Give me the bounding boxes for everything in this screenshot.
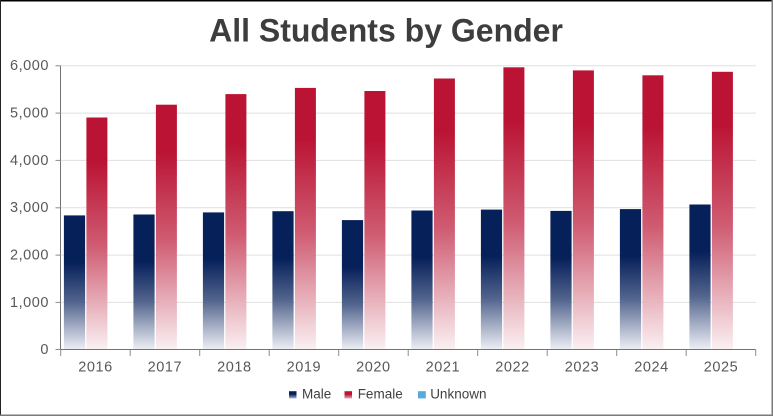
svg-text:2016: 2016 xyxy=(78,360,112,376)
svg-text:2025: 2025 xyxy=(704,360,738,376)
svg-text:4,000: 4,000 xyxy=(10,153,49,169)
svg-text:Female: Female xyxy=(358,386,403,401)
svg-text:2017: 2017 xyxy=(148,360,182,376)
svg-text:2020: 2020 xyxy=(356,360,390,376)
svg-text:2023: 2023 xyxy=(565,360,599,376)
svg-text:2019: 2019 xyxy=(287,360,321,376)
svg-text:2018: 2018 xyxy=(217,360,251,376)
svg-text:2022: 2022 xyxy=(495,360,529,376)
svg-text:2021: 2021 xyxy=(426,360,460,376)
svg-text:1,000: 1,000 xyxy=(10,295,49,311)
svg-text:6,000: 6,000 xyxy=(10,58,49,74)
svg-text:Male: Male xyxy=(302,386,331,401)
svg-text:Unknown: Unknown xyxy=(430,386,486,401)
svg-text:All Students by Gender: All Students by Gender xyxy=(209,12,563,48)
svg-text:5,000: 5,000 xyxy=(10,106,49,122)
svg-text:3,000: 3,000 xyxy=(10,200,49,216)
svg-text:2,000: 2,000 xyxy=(10,248,49,264)
svg-text:0: 0 xyxy=(40,342,49,358)
svg-text:2024: 2024 xyxy=(634,360,668,376)
